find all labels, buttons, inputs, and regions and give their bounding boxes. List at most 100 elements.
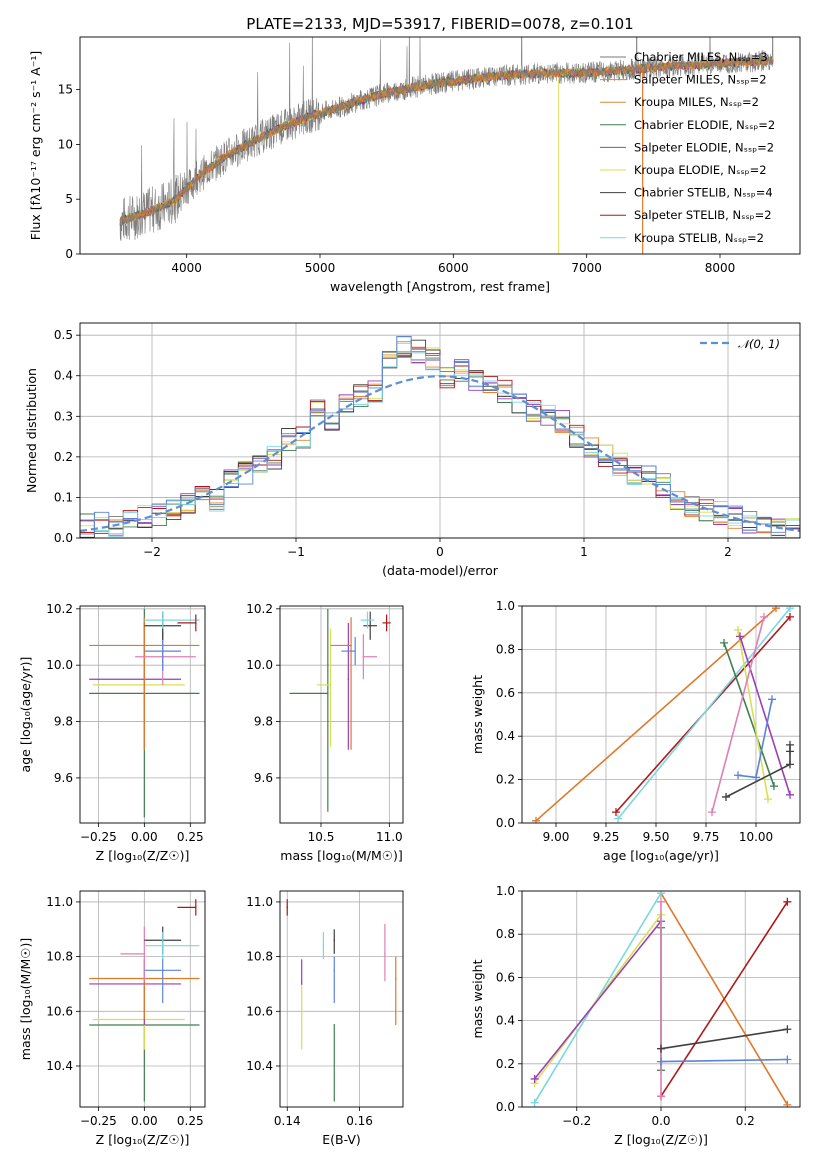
series-marker <box>734 625 742 634</box>
y-tick-label: 1.0 <box>496 884 515 898</box>
x-tick-label: 7000 <box>571 261 602 275</box>
histogram-bar <box>512 404 526 538</box>
y-tick-label: 0.4 <box>54 369 73 383</box>
data-point <box>350 644 352 647</box>
y-tick-label: 0.8 <box>496 927 515 941</box>
y-axis-label: age [log₁₀(age/yr)] <box>18 657 33 773</box>
y-axis-label: Flux [fλ10⁻¹⁷ erg cm⁻² s⁻¹ A⁻¹] <box>28 51 43 240</box>
plot-area-weight-vs-age <box>522 606 800 823</box>
series-marker <box>734 771 742 780</box>
data-point <box>161 619 164 621</box>
histogram-bar <box>325 424 339 538</box>
y-tick-label: 10.2 <box>46 602 73 616</box>
series-marker <box>720 638 728 647</box>
legend: Chabrier MILES, Nₛₛₚ=3 Salpeter MILES, Nₛ… <box>600 50 775 245</box>
x-tick-label: 10.00 <box>739 830 773 844</box>
x-tick-label: −1 <box>287 545 305 559</box>
x-tick-label: −0.25 <box>80 1114 117 1128</box>
axes-frame <box>79 605 206 824</box>
y-tick-label: 10.6 <box>46 1004 73 1018</box>
data-point <box>394 977 397 980</box>
series-marker <box>532 816 540 823</box>
histogram-bar <box>498 392 512 538</box>
data-point <box>143 644 146 647</box>
y-tick-label: 0.3 <box>54 409 73 423</box>
x-tick-label: 0.2 <box>736 1114 755 1128</box>
data-point <box>362 655 365 658</box>
y-tick-label: 0.2 <box>496 1057 515 1071</box>
histogram-bar <box>642 477 656 538</box>
series-marker <box>786 760 794 769</box>
observed-spectrum-line <box>119 37 774 242</box>
y-axis-label: Normed distribution <box>24 368 39 493</box>
histogram-bar <box>296 437 310 538</box>
x-axis-label: Z [log₁₀(Z/Z☉)] <box>96 1132 190 1147</box>
x-axis-label: wavelength [Angstrom, rest frame] <box>330 279 550 294</box>
series-marker <box>786 612 794 621</box>
series-marker <box>657 897 665 906</box>
x-axis-label: Z [log₁₀(Z/Z☉)] <box>96 848 190 863</box>
x-tick-label: −0.2 <box>562 1114 591 1128</box>
data-point <box>333 1024 336 1026</box>
data-point <box>329 684 332 686</box>
plot-area-weight-vs-Z <box>522 891 800 1107</box>
x-tick-label: 11.0 <box>376 830 403 844</box>
plot-area-spectrum <box>119 37 774 254</box>
model-fit-line <box>119 56 774 226</box>
data-point <box>333 969 336 972</box>
x-axis-label: Z [log₁₀(Z/Z☉)] <box>614 1132 708 1147</box>
histogram-step <box>80 336 800 538</box>
series-marker <box>722 792 730 801</box>
x-axis-label: mass [log₁₀(M/M☉)] <box>280 848 402 863</box>
series-marker <box>783 1025 792 1034</box>
y-tick-label: 10.8 <box>46 950 73 964</box>
data-point <box>161 650 164 652</box>
y-tick-label: 0.0 <box>54 531 73 545</box>
histogram-bar <box>339 404 353 538</box>
y-tick-label: 10.2 <box>246 602 273 616</box>
legend-entry: Chabrier MILES, Nₛₛₚ=3 <box>634 50 768 64</box>
series-line <box>660 901 789 1097</box>
y-tick-label: 0.2 <box>496 773 515 787</box>
series-line <box>723 642 775 787</box>
x-tick-label: 0.00 <box>131 1114 158 1128</box>
y-tick-label: 0.0 <box>496 816 515 830</box>
series-marker <box>752 773 760 782</box>
y-tick-label: 0 <box>65 247 73 261</box>
series-marker <box>770 782 778 791</box>
y-tick-label: 1.0 <box>496 599 515 613</box>
histogram-bar <box>454 372 468 538</box>
data-point <box>286 906 289 909</box>
x-tick-label: 0 <box>436 545 444 559</box>
histogram-bar <box>282 441 296 538</box>
series-marker <box>768 695 776 704</box>
x-axis-label: age [log₁₀(age/yr)] <box>603 848 719 863</box>
series-marker <box>657 1092 665 1101</box>
histogram-bar <box>94 522 108 538</box>
legend-entry: Chabrier ELODIE, Nₛₛₚ=2 <box>634 118 775 132</box>
axes-frame <box>79 890 206 1108</box>
legend-entry: Salpeter STELIB, Nₛₛₚ=2 <box>634 208 772 222</box>
x-tick-label: 0.25 <box>177 1114 204 1128</box>
series-marker <box>708 808 716 817</box>
y-tick-label: 0.6 <box>496 686 515 700</box>
plot-area-mass-vs-ebv <box>280 891 403 1107</box>
series-marker <box>786 740 794 749</box>
x-tick-label: 6000 <box>438 261 469 275</box>
series-marker <box>736 632 744 641</box>
data-point <box>322 944 325 947</box>
histogram-bar <box>699 510 713 538</box>
plot-area-mass-vs-Z <box>80 891 205 1107</box>
series-marker <box>783 1100 792 1107</box>
panel-weight-vs-Z: −0.2 0.0 0.2 0.0 0.2 0.4 0.6 0.8 1.0 Z [log₁₀(Z/Z… <box>470 884 801 1147</box>
x-tick-label: 9.50 <box>643 830 670 844</box>
data-point <box>384 953 386 955</box>
x-tick-label: 10.5 <box>308 830 335 844</box>
histogram-bar <box>670 497 684 538</box>
histogram-bar <box>368 392 382 538</box>
y-tick-label: 9.6 <box>254 771 273 785</box>
y-tick-label: 0.6 <box>496 970 515 984</box>
y-tick-label: 9.8 <box>54 715 73 729</box>
